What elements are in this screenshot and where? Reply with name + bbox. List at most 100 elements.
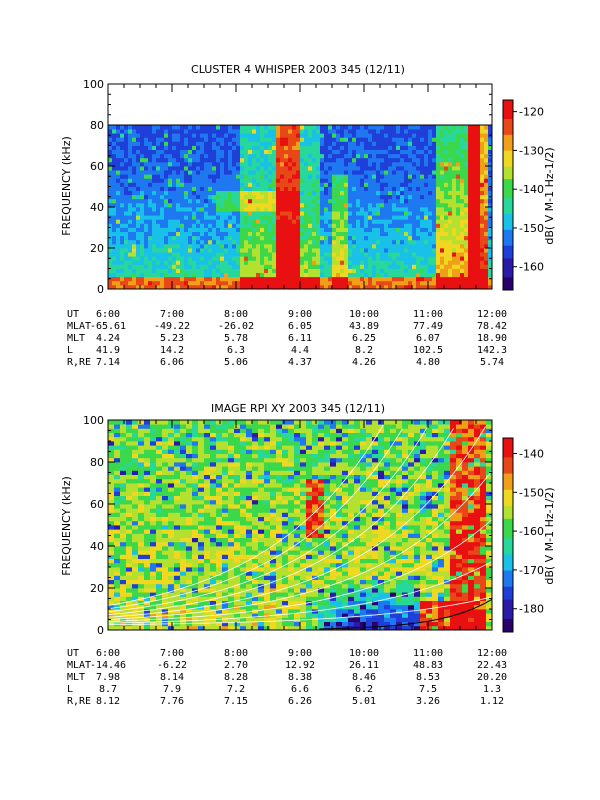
spectrogram-cell <box>156 609 163 614</box>
spectrogram-cell <box>162 579 169 585</box>
spectrogram-cell <box>396 174 401 179</box>
spectrogram-cell <box>148 174 153 179</box>
spectrogram-cell <box>232 194 237 200</box>
spectrogram-cell <box>332 149 337 155</box>
spectrogram-cell <box>484 260 489 265</box>
spectrogram-cell <box>448 198 453 204</box>
spectrogram-cell <box>128 153 133 159</box>
colorbar-cell <box>503 271 513 275</box>
spectrogram-cell <box>260 129 265 134</box>
spectrogram-cell <box>156 613 163 618</box>
spectrogram-cell <box>160 182 165 187</box>
spectrogram-cell <box>380 223 385 228</box>
spectrogram-cell <box>140 215 145 220</box>
spectrogram-cell <box>186 592 193 597</box>
spectrogram-cell <box>184 248 189 253</box>
spectrogram-cell <box>456 256 461 261</box>
spectrogram-cell <box>336 252 341 257</box>
spectrogram-cell <box>388 268 393 273</box>
spectrogram-cell <box>152 137 157 142</box>
spectrogram-cell <box>184 280 189 286</box>
spectrogram-cell <box>126 546 133 551</box>
spectrogram-cell <box>186 478 193 484</box>
spectrogram-cell <box>344 129 349 134</box>
spectrogram-cell <box>156 272 161 278</box>
spectrogram-cell <box>268 174 273 179</box>
spectrogram-cell <box>468 170 473 175</box>
spectrogram-cell <box>138 541 145 547</box>
spectrogram-cell <box>108 129 113 134</box>
spectrogram-cell <box>324 202 329 208</box>
spectrogram-cell <box>204 125 209 130</box>
spectrogram-cell <box>224 125 229 130</box>
spectrogram-cell <box>132 600 139 606</box>
spectrogram-cell <box>272 186 277 191</box>
spectrogram-cell <box>260 149 265 155</box>
spectrogram-cell <box>440 153 445 159</box>
spectrogram-cell <box>172 284 177 290</box>
spectrogram-cell <box>192 129 197 134</box>
spectrogram-cell <box>196 166 201 171</box>
ephemeris-value: 6.06 <box>160 357 184 368</box>
spectrogram-cell <box>252 137 257 142</box>
spectrogram-cell <box>340 231 345 237</box>
spectrogram-cell <box>440 190 445 196</box>
spectrogram-cell <box>128 235 133 241</box>
spectrogram-cell <box>464 170 469 175</box>
spectrogram-cell <box>444 174 449 179</box>
spectrogram-cell <box>168 248 173 253</box>
spectrogram-cell <box>420 248 425 253</box>
colorbar-cell <box>503 141 513 145</box>
spectrogram-cell <box>384 260 389 265</box>
spectrogram-cell <box>456 141 461 146</box>
spectrogram-cell <box>252 145 257 150</box>
spectrogram-cell <box>268 198 273 204</box>
spectrogram-cell <box>324 149 329 155</box>
spectrogram-cell <box>180 533 187 538</box>
spectrogram-cell <box>408 149 413 155</box>
spectrogram-cell <box>144 207 149 212</box>
spectrogram-cell <box>260 133 265 138</box>
spectrogram-cell <box>312 161 317 167</box>
spectrogram-cell <box>340 272 345 278</box>
spectrogram-cell <box>472 202 477 208</box>
spectrogram-cell <box>128 276 133 282</box>
spectrogram-cell <box>136 145 141 150</box>
spectrogram-cell <box>180 546 187 551</box>
spectrogram-cell <box>264 268 269 273</box>
colorbar-cell <box>503 280 513 285</box>
spectrogram-cell <box>216 227 221 232</box>
spectrogram-cell <box>252 268 257 273</box>
spectrogram-cell <box>144 280 149 286</box>
spectrogram-cell <box>296 260 301 265</box>
spectrogram-cell <box>138 457 145 463</box>
spectrogram-cell <box>348 141 353 146</box>
spectrogram-cell <box>424 161 429 167</box>
spectrogram-cell <box>172 133 177 138</box>
spectrogram-cell <box>176 202 181 208</box>
spectrogram-cell <box>156 252 161 257</box>
spectrogram-cell <box>320 194 325 200</box>
spectrogram-cell <box>468 215 473 220</box>
spectrogram-cell <box>150 432 157 438</box>
spectrogram-cell <box>172 260 177 265</box>
spectrogram-cell <box>200 133 205 138</box>
spectrogram-cell <box>320 129 325 134</box>
spectrogram-cell <box>420 223 425 228</box>
spectrogram-cell <box>162 583 169 589</box>
spectrogram-cell <box>174 596 181 601</box>
spectrogram-cell <box>252 264 257 269</box>
spectrogram-cell <box>388 202 393 208</box>
spectrogram-cell <box>216 145 221 150</box>
spectrogram-cell <box>108 145 113 150</box>
spectrogram-cell <box>452 182 457 187</box>
spectrogram-cell <box>132 554 139 559</box>
spectrogram-cell <box>136 202 141 208</box>
spectrogram-cell <box>120 239 125 245</box>
spectrogram-cell <box>364 149 369 155</box>
spectrogram-cell <box>196 243 201 249</box>
spectrogram-cell <box>248 174 253 179</box>
spectrogram-cell <box>124 182 129 187</box>
spectrogram-cell <box>186 483 193 488</box>
spectrogram-cell <box>376 202 381 208</box>
